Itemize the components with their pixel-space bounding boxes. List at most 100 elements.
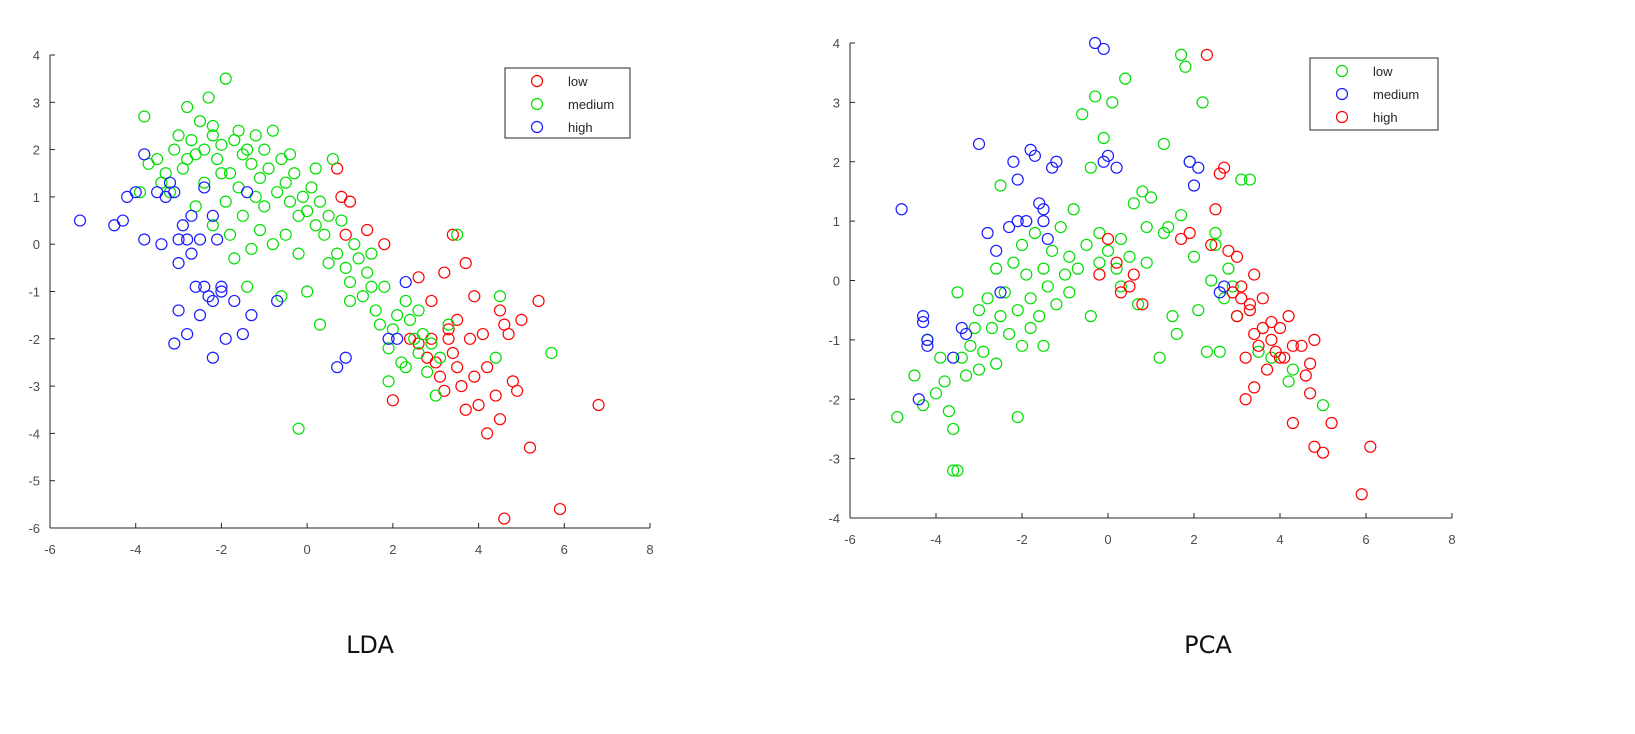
data-point-low [1058, 268, 1072, 281]
data-point-medium [309, 162, 322, 175]
data-point-low [947, 422, 960, 436]
data-point-medium [185, 134, 198, 147]
data-point-medium [275, 290, 288, 303]
data-point-medium [343, 275, 357, 289]
y-tick-label: 2 [833, 155, 840, 170]
data-point-medium [369, 304, 382, 317]
data-point-high [215, 285, 228, 298]
data-point-high [1299, 369, 1312, 382]
data-point-medium [292, 209, 305, 222]
data-point-high [1248, 381, 1261, 394]
data-point-medium [373, 318, 387, 331]
data-point-medium [1097, 42, 1110, 56]
data-point-medium [271, 186, 284, 199]
data-point-medium [249, 190, 262, 203]
data-point-low [1222, 262, 1235, 275]
y-tick-label: 2 [33, 143, 40, 158]
data-point-low [942, 405, 956, 418]
data-point-medium [352, 252, 365, 265]
data-point-low [947, 464, 960, 477]
data-point-low [1002, 327, 1016, 341]
data-point-medium [416, 327, 429, 341]
data-point-low [511, 384, 524, 397]
legend-marker-medium [530, 97, 544, 111]
data-point-medium [1101, 149, 1115, 162]
data-point-medium [241, 143, 254, 156]
data-point-medium [1041, 232, 1054, 246]
data-point-medium [151, 152, 164, 166]
data-point-low [472, 398, 485, 412]
data-point-high [1252, 339, 1265, 352]
data-point-low [1205, 274, 1218, 287]
data-point-medium [912, 393, 925, 406]
data-point-low [468, 370, 481, 383]
data-point-low [523, 441, 537, 454]
data-point-high [241, 186, 254, 199]
data-point-low [1213, 345, 1226, 358]
data-point-medium [959, 327, 973, 341]
y-tick-label: 1 [833, 214, 840, 229]
data-point-low [990, 357, 1003, 370]
data-point-high [219, 332, 232, 345]
data-point-low [994, 310, 1007, 323]
data-point-low [459, 403, 472, 416]
data-point-low [1076, 108, 1089, 121]
data-point-medium [215, 167, 228, 180]
data-point-medium [245, 157, 258, 170]
data-point-medium [421, 365, 434, 379]
data-point-high [1273, 321, 1287, 335]
plot-caption: PCA [1184, 631, 1232, 659]
data-point-low [891, 410, 904, 424]
data-point-high [1239, 393, 1252, 406]
data-point-high [193, 309, 207, 322]
x-tick-label: -2 [1016, 532, 1028, 547]
data-point-low [1080, 238, 1093, 251]
data-point-low [934, 351, 947, 364]
data-point-high [206, 351, 219, 364]
data-point-low [998, 286, 1011, 299]
data-point-high [1239, 351, 1252, 364]
x-tick-label: 4 [1276, 532, 1283, 547]
data-point-medium [1011, 215, 1024, 228]
data-point-low [493, 413, 507, 426]
data-point-high [155, 238, 168, 251]
data-point-high [1282, 310, 1295, 323]
data-point-medium [258, 200, 271, 213]
data-point-medium [223, 228, 237, 241]
data-point-medium [1020, 215, 1033, 228]
data-point-medium [947, 351, 960, 364]
data-point-medium [172, 129, 185, 142]
y-tick-label: 1 [33, 190, 40, 205]
data-point-medium [990, 244, 1003, 257]
data-point-low [1088, 90, 1102, 103]
data-point-low [1174, 209, 1188, 222]
data-point-low [1110, 262, 1123, 275]
data-point-low [1316, 399, 1330, 412]
data-point-high [1174, 232, 1188, 246]
data-point-low [1170, 327, 1183, 341]
data-point-high [1123, 280, 1136, 293]
data-point-medium [921, 333, 934, 346]
data-point-high [185, 247, 198, 260]
data-point-medium [206, 119, 219, 133]
data-point-low [1136, 185, 1149, 198]
data-point-high [1265, 315, 1278, 329]
data-point-low [968, 321, 981, 335]
y-tick-label: -2 [28, 332, 40, 347]
data-point-low [955, 351, 968, 364]
data-point-high [391, 332, 404, 345]
data-point-medium [288, 167, 301, 180]
legend: low medium high [504, 67, 631, 139]
data-point-high [138, 148, 151, 161]
data-point-high [1235, 292, 1248, 305]
data-point-low [493, 304, 507, 317]
data-point-low [1243, 173, 1257, 186]
data-point-medium [382, 342, 395, 355]
data-point-high [1226, 286, 1239, 299]
data-point-low [972, 304, 986, 317]
legend-label-high: high [1373, 110, 1398, 125]
data-point-high [1230, 250, 1244, 263]
data-point-medium [198, 176, 211, 189]
data-point-low [335, 190, 348, 203]
data-point-low [1179, 60, 1192, 73]
